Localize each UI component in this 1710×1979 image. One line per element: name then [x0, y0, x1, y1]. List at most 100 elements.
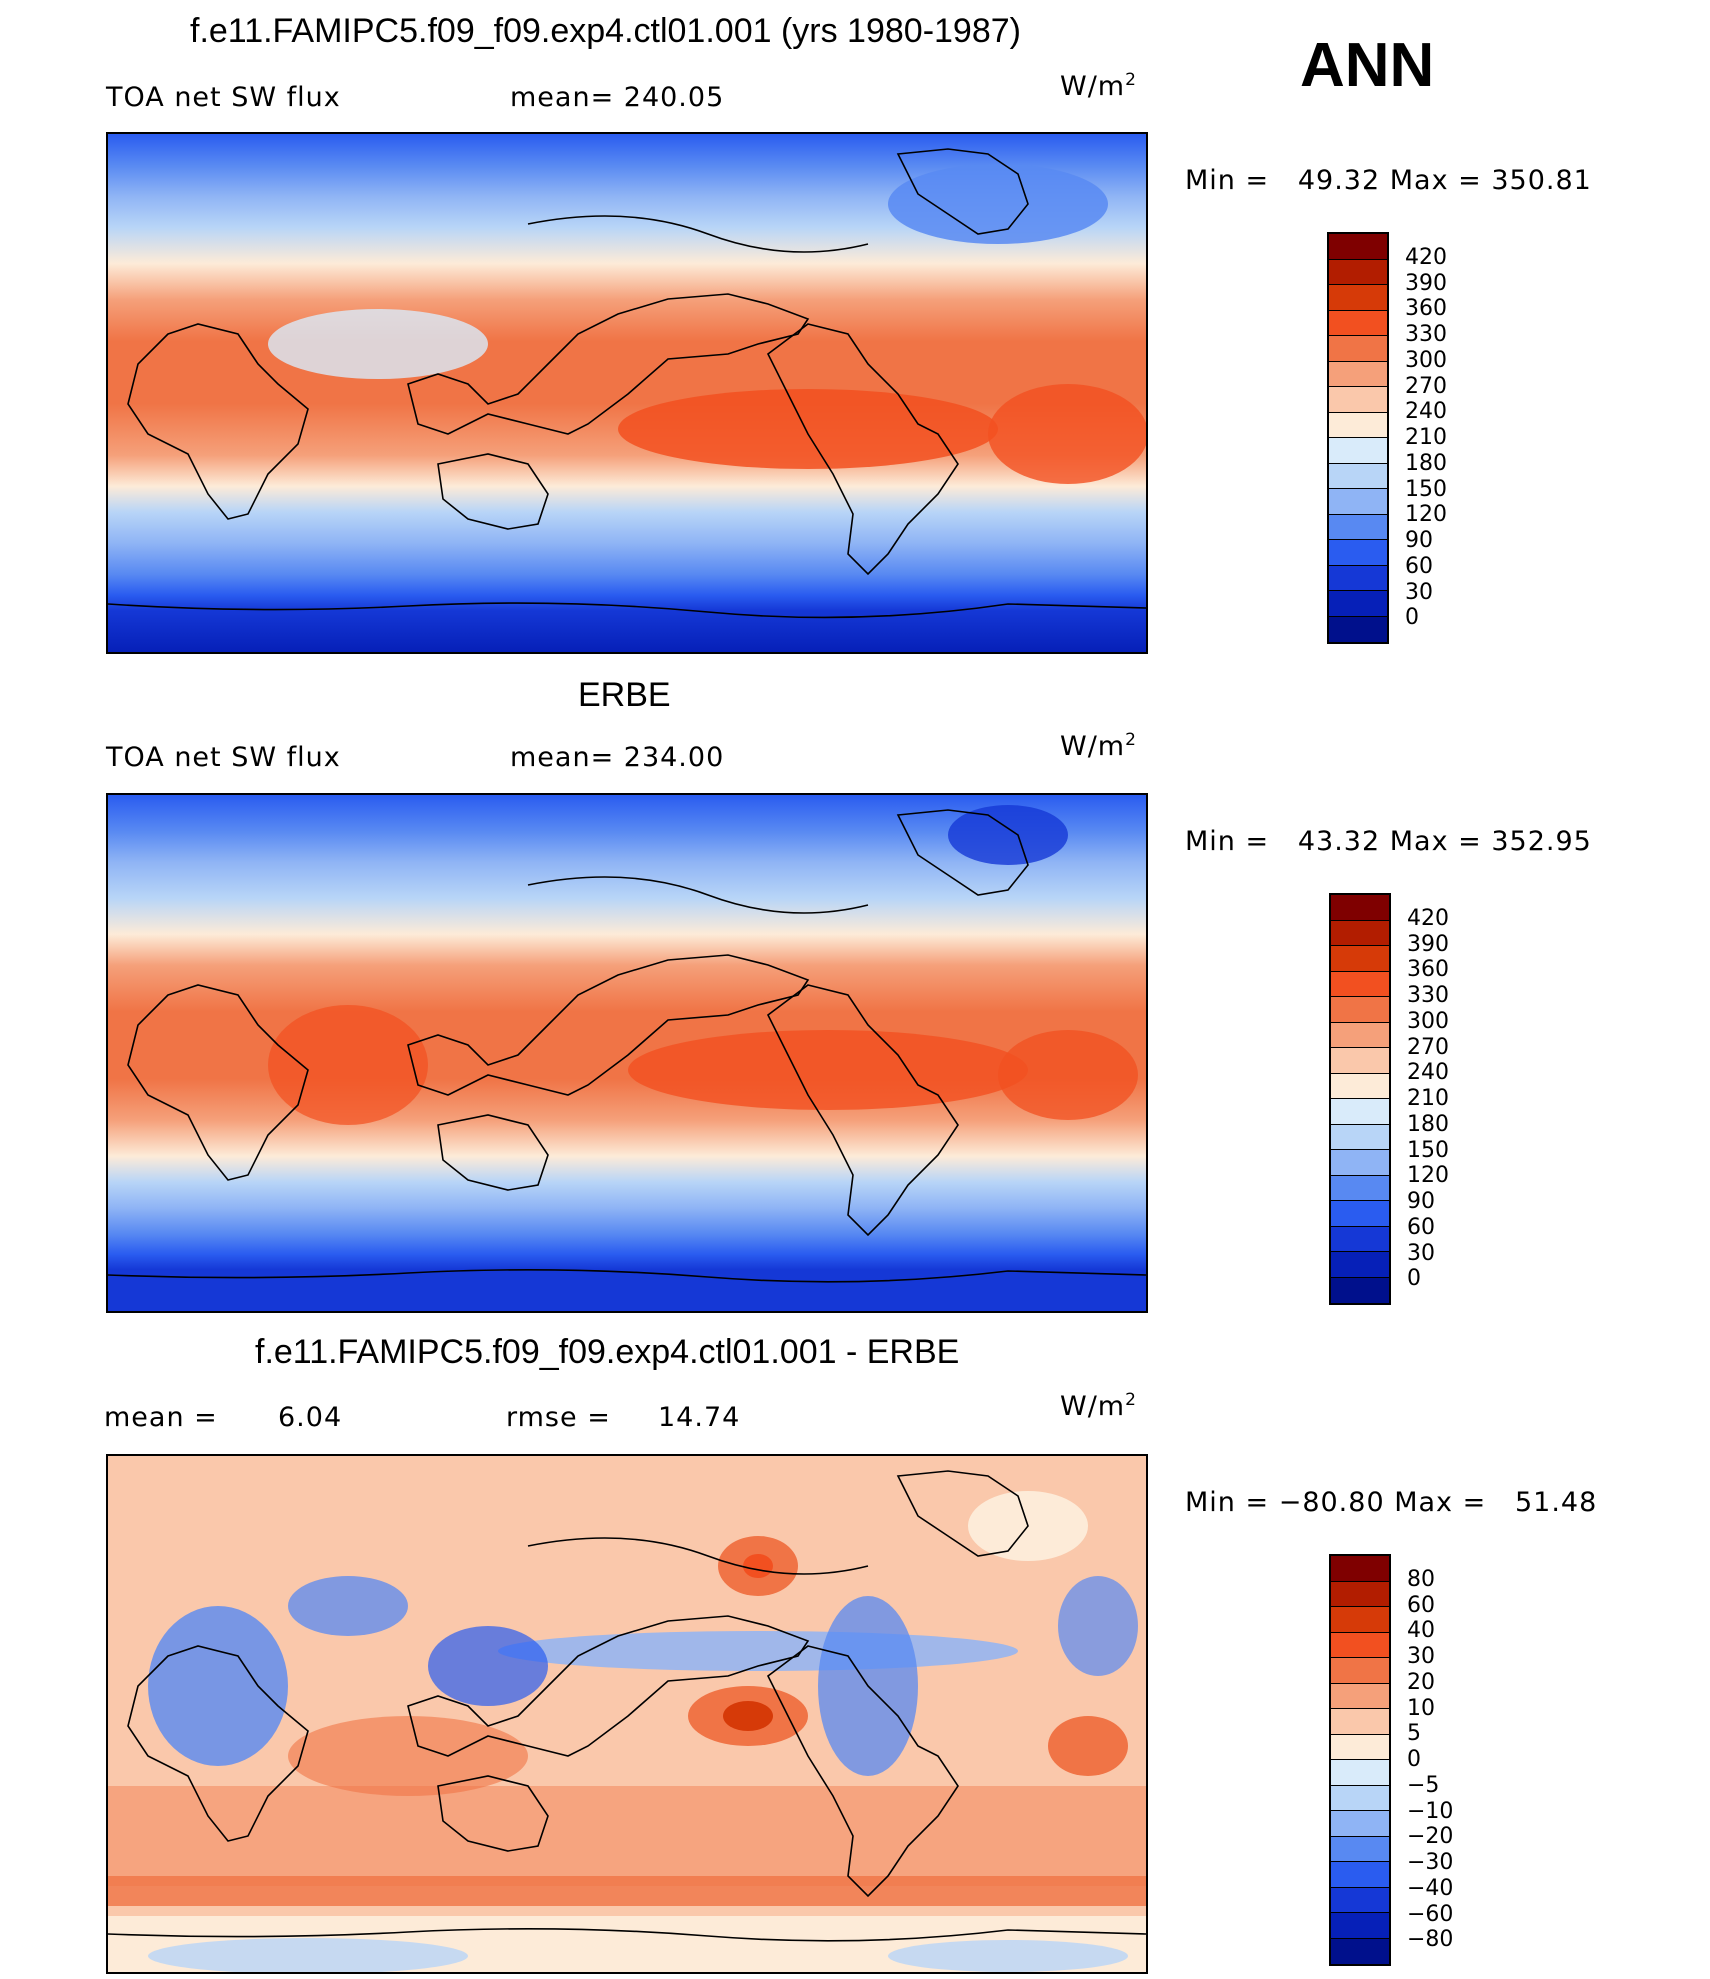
panel-3-colorbar-swatches [1331, 1556, 1389, 1964]
colorbar-swatch [1329, 565, 1387, 591]
colorbar-swatch [1331, 1811, 1389, 1837]
colorbar-tick-label: 30 [1405, 579, 1433, 605]
panel-1-unit: W/m2 [1060, 70, 1137, 102]
colorbar-tick-label: 40 [1407, 1618, 1435, 1644]
colorbar-swatch [1331, 1862, 1389, 1888]
colorbar-swatch [1331, 895, 1389, 921]
colorbar-swatch [1331, 1581, 1389, 1607]
panel-3-colorbar [1329, 1554, 1391, 1966]
panel-3-unit: W/m2 [1060, 1390, 1137, 1422]
panel-2-mean-label: mean= 234.00 [510, 742, 725, 773]
colorbar-tick-label: −20 [1407, 1824, 1454, 1850]
colorbar-tick-label: −80 [1407, 1927, 1454, 1953]
colorbar-tick-label: 120 [1407, 1163, 1449, 1189]
colorbar-tick-label: −40 [1407, 1875, 1454, 1901]
colorbar-tick-label: 90 [1407, 1189, 1435, 1214]
colorbar-tick-label: 240 [1405, 399, 1447, 425]
colorbar-swatch [1331, 1124, 1389, 1150]
colorbar-swatch [1331, 946, 1389, 972]
panel-3-title: f.e11.FAMIPC5.f09_f09.exp4.ctl01.001 - E… [255, 1333, 960, 1371]
colorbar-tick-label: 360 [1407, 957, 1449, 983]
colorbar-tick-label: 150 [1407, 1137, 1449, 1163]
colorbar-tick-label: 330 [1407, 983, 1449, 1008]
colorbar-tick-label: 0 [1407, 1747, 1421, 1772]
panel-3-mean-label: mean = [104, 1402, 218, 1433]
colorbar-tick-label: 390 [1407, 931, 1449, 957]
panel-2-colorbar-ticks: 420 390 360 330 300 270 240 210 180 150 120 90 60 30 0 [1407, 893, 1497, 1305]
colorbar-swatch [1329, 336, 1387, 362]
colorbar-swatch [1331, 1785, 1389, 1811]
panel-2-minmax: Min = 43.32 Max = 352.95 [1185, 826, 1592, 857]
colorbar-swatch [1331, 1022, 1389, 1048]
colorbar-tick-label: 30 [1407, 1240, 1435, 1266]
colorbar-tick-label: 420 [1405, 244, 1447, 270]
colorbar-swatch [1331, 1683, 1389, 1709]
colorbar-tick-label: 360 [1405, 296, 1447, 322]
panel-2-variable-label: TOA net SW flux [106, 742, 341, 773]
colorbar-swatch [1331, 1048, 1389, 1074]
colorbar-swatch [1331, 1556, 1389, 1582]
colorbar-tick-label: 20 [1407, 1669, 1435, 1695]
colorbar-swatch [1329, 234, 1387, 260]
colorbar-tick-label: 180 [1405, 450, 1447, 476]
panel-2-colorbar [1329, 893, 1391, 1305]
colorbar-swatch [1331, 997, 1389, 1023]
panel-1-colorbar-swatches [1329, 234, 1387, 642]
colorbar-tick-label: −10 [1407, 1798, 1454, 1824]
panel-2-map [106, 793, 1148, 1313]
colorbar-tick-label: −5 [1407, 1772, 1440, 1798]
colorbar-swatch [1329, 514, 1387, 540]
panel-1-colorbar [1327, 232, 1389, 644]
panel-1-minmax: Min = 49.32 Max = 350.81 [1185, 165, 1592, 196]
panel-2-unit: W/m2 [1060, 730, 1137, 762]
colorbar-tick-label: 240 [1407, 1060, 1449, 1086]
panel-3-map [106, 1454, 1148, 1974]
colorbar-tick-label: −60 [1407, 1901, 1454, 1927]
colorbar-swatch [1331, 1709, 1389, 1735]
colorbar-swatch [1329, 438, 1387, 464]
colorbar-swatch [1331, 1836, 1389, 1862]
colorbar-tick-label: 80 [1407, 1566, 1435, 1592]
colorbar-tick-label: 300 [1407, 1008, 1449, 1034]
panel-1-variable-label: TOA net SW flux [106, 82, 341, 113]
colorbar-swatch [1331, 1201, 1389, 1227]
colorbar-swatch [1329, 387, 1387, 413]
colorbar-swatch [1331, 1073, 1389, 1099]
colorbar-swatch [1329, 259, 1387, 285]
colorbar-tick-label: 150 [1405, 476, 1447, 502]
colorbar-tick-label: 270 [1407, 1034, 1449, 1060]
season-label: ANN [1300, 31, 1435, 100]
panel-1-title: f.e11.FAMIPC5.f09_f09.exp4.ctl01.001 (yr… [190, 12, 1021, 50]
colorbar-tick-label: 420 [1407, 905, 1449, 931]
colorbar-tick-label: 10 [1407, 1695, 1435, 1721]
colorbar-swatch [1331, 1175, 1389, 1201]
colorbar-tick-label: 180 [1407, 1111, 1449, 1137]
colorbar-swatch [1329, 540, 1387, 566]
colorbar-tick-label: 120 [1405, 502, 1447, 528]
colorbar-swatch [1331, 1226, 1389, 1252]
colorbar-swatch [1329, 361, 1387, 387]
panel-1-colorbar-ticks: 420 390 360 330 300 270 240 210 180 150 120 90 60 30 0 [1405, 232, 1495, 644]
colorbar-tick-label: 5 [1407, 1721, 1421, 1747]
colorbar-tick-label: 210 [1407, 1086, 1449, 1111]
colorbar-swatch [1329, 616, 1387, 642]
colorbar-swatch [1329, 310, 1387, 336]
colorbar-swatch [1331, 1607, 1389, 1633]
panel-3-colorbar-ticks: 80 60 40 30 20 10 5 0 −5 −10 −20 −30 −40 −60 −80 [1407, 1554, 1497, 1966]
colorbar-tick-label: 60 [1407, 1592, 1435, 1618]
colorbar-swatch [1331, 1913, 1389, 1939]
panel-3-rmse-value: 14.74 [658, 1402, 741, 1433]
colorbar-swatch [1331, 971, 1389, 997]
colorbar-tick-label: 60 [1407, 1214, 1435, 1240]
colorbar-tick-label: 210 [1405, 425, 1447, 450]
colorbar-swatch [1331, 1658, 1389, 1684]
colorbar-tick-label: −30 [1407, 1850, 1454, 1875]
colorbar-tick-label: 90 [1405, 528, 1433, 553]
colorbar-swatch [1331, 1938, 1389, 1964]
panel-2-colorbar-swatches [1331, 895, 1389, 1303]
panel-3-mean-value: 6.04 [278, 1402, 343, 1433]
colorbar-swatch [1331, 1632, 1389, 1658]
colorbar-tick-label: 390 [1405, 270, 1447, 296]
colorbar-tick-label: 30 [1407, 1644, 1435, 1669]
colorbar-swatch [1331, 1277, 1389, 1303]
